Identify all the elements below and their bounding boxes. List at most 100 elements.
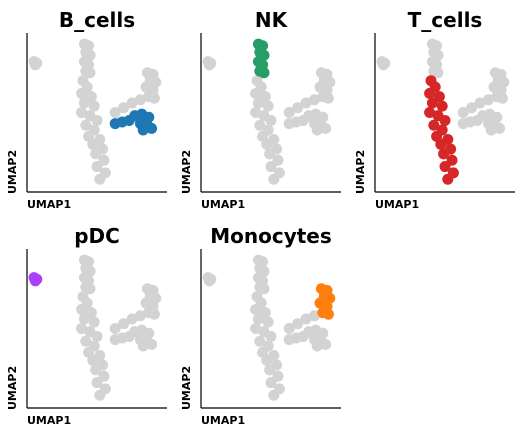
point: [98, 370, 110, 382]
panel-title: B_cells: [59, 8, 135, 32]
point: [424, 107, 436, 118]
point: [250, 87, 262, 99]
point: [88, 100, 100, 112]
point: [252, 97, 264, 109]
point: [262, 316, 274, 328]
point: [320, 338, 332, 350]
point: [261, 354, 273, 366]
point: [134, 94, 146, 106]
point: [76, 87, 88, 99]
point: [137, 340, 149, 352]
point: [308, 94, 320, 106]
point: [118, 102, 130, 114]
point: [322, 92, 334, 104]
point: [311, 124, 323, 136]
x-axis-label: UMAP1: [27, 198, 71, 211]
point: [466, 102, 478, 114]
point: [76, 107, 88, 118]
point: [320, 122, 332, 134]
point: [432, 67, 444, 79]
point: [494, 122, 506, 134]
point: [268, 389, 280, 401]
point: [258, 283, 270, 295]
point: [259, 91, 271, 103]
point: [84, 283, 96, 295]
point: [264, 364, 276, 376]
point: [91, 377, 103, 389]
point: [272, 154, 284, 166]
y-axis-label: UMAP2: [6, 366, 19, 410]
point: [90, 364, 102, 376]
point: [126, 313, 138, 325]
point: [379, 57, 391, 69]
point: [265, 377, 277, 389]
point: [148, 308, 160, 320]
panel: pDC UMAP1 UMAP2: [6, 224, 167, 427]
y-axis-label: UMAP2: [354, 150, 367, 194]
point: [205, 57, 217, 69]
point: [146, 122, 158, 134]
point: [80, 119, 92, 131]
point: [446, 154, 458, 166]
point: [85, 307, 97, 319]
panel: B_cells UMAP1 UMAP2: [6, 8, 167, 211]
point: [308, 310, 320, 322]
point: [438, 148, 450, 160]
point: [91, 161, 103, 173]
panel: Monocytes UMAP1 UMAP2: [180, 224, 341, 427]
panel-title: NK: [255, 8, 289, 32]
point: [137, 124, 149, 136]
point: [250, 303, 262, 315]
point: [258, 67, 270, 79]
x-axis-label: UMAP1: [201, 414, 245, 427]
point: [91, 114, 103, 126]
point: [283, 107, 295, 118]
panel: T_cells UMAP1 UMAP2: [354, 8, 515, 211]
point: [439, 114, 451, 126]
point: [146, 338, 158, 350]
point: [482, 94, 494, 106]
point: [90, 148, 102, 160]
y-axis-label: UMAP2: [6, 150, 19, 194]
point: [436, 100, 448, 112]
x-axis-label: UMAP1: [27, 414, 71, 427]
point: [439, 161, 451, 173]
point: [264, 148, 276, 160]
point: [94, 389, 106, 401]
point: [292, 102, 304, 114]
point: [250, 323, 262, 334]
point: [265, 330, 277, 342]
point: [457, 107, 469, 118]
point: [78, 97, 90, 109]
point: [254, 119, 266, 131]
point: [261, 138, 273, 150]
point: [265, 114, 277, 126]
point: [148, 92, 160, 104]
point: [311, 340, 323, 352]
point: [485, 124, 497, 136]
point: [84, 67, 96, 79]
point: [442, 173, 454, 185]
point: [283, 323, 295, 334]
point: [322, 308, 334, 320]
point: [118, 318, 130, 330]
point: [78, 313, 90, 325]
point: [433, 91, 445, 103]
point: [262, 100, 274, 112]
point: [126, 97, 138, 109]
y-axis-label: UMAP2: [180, 366, 193, 410]
point: [254, 335, 266, 347]
point: [300, 97, 312, 109]
panel-title: pDC: [74, 224, 120, 248]
point: [292, 318, 304, 330]
x-axis-label: UMAP1: [375, 198, 419, 211]
point: [265, 161, 277, 173]
point: [91, 330, 103, 342]
point: [85, 91, 97, 103]
point: [250, 107, 262, 118]
point: [87, 138, 99, 150]
point: [31, 273, 43, 285]
y-axis-label: UMAP2: [180, 150, 193, 194]
